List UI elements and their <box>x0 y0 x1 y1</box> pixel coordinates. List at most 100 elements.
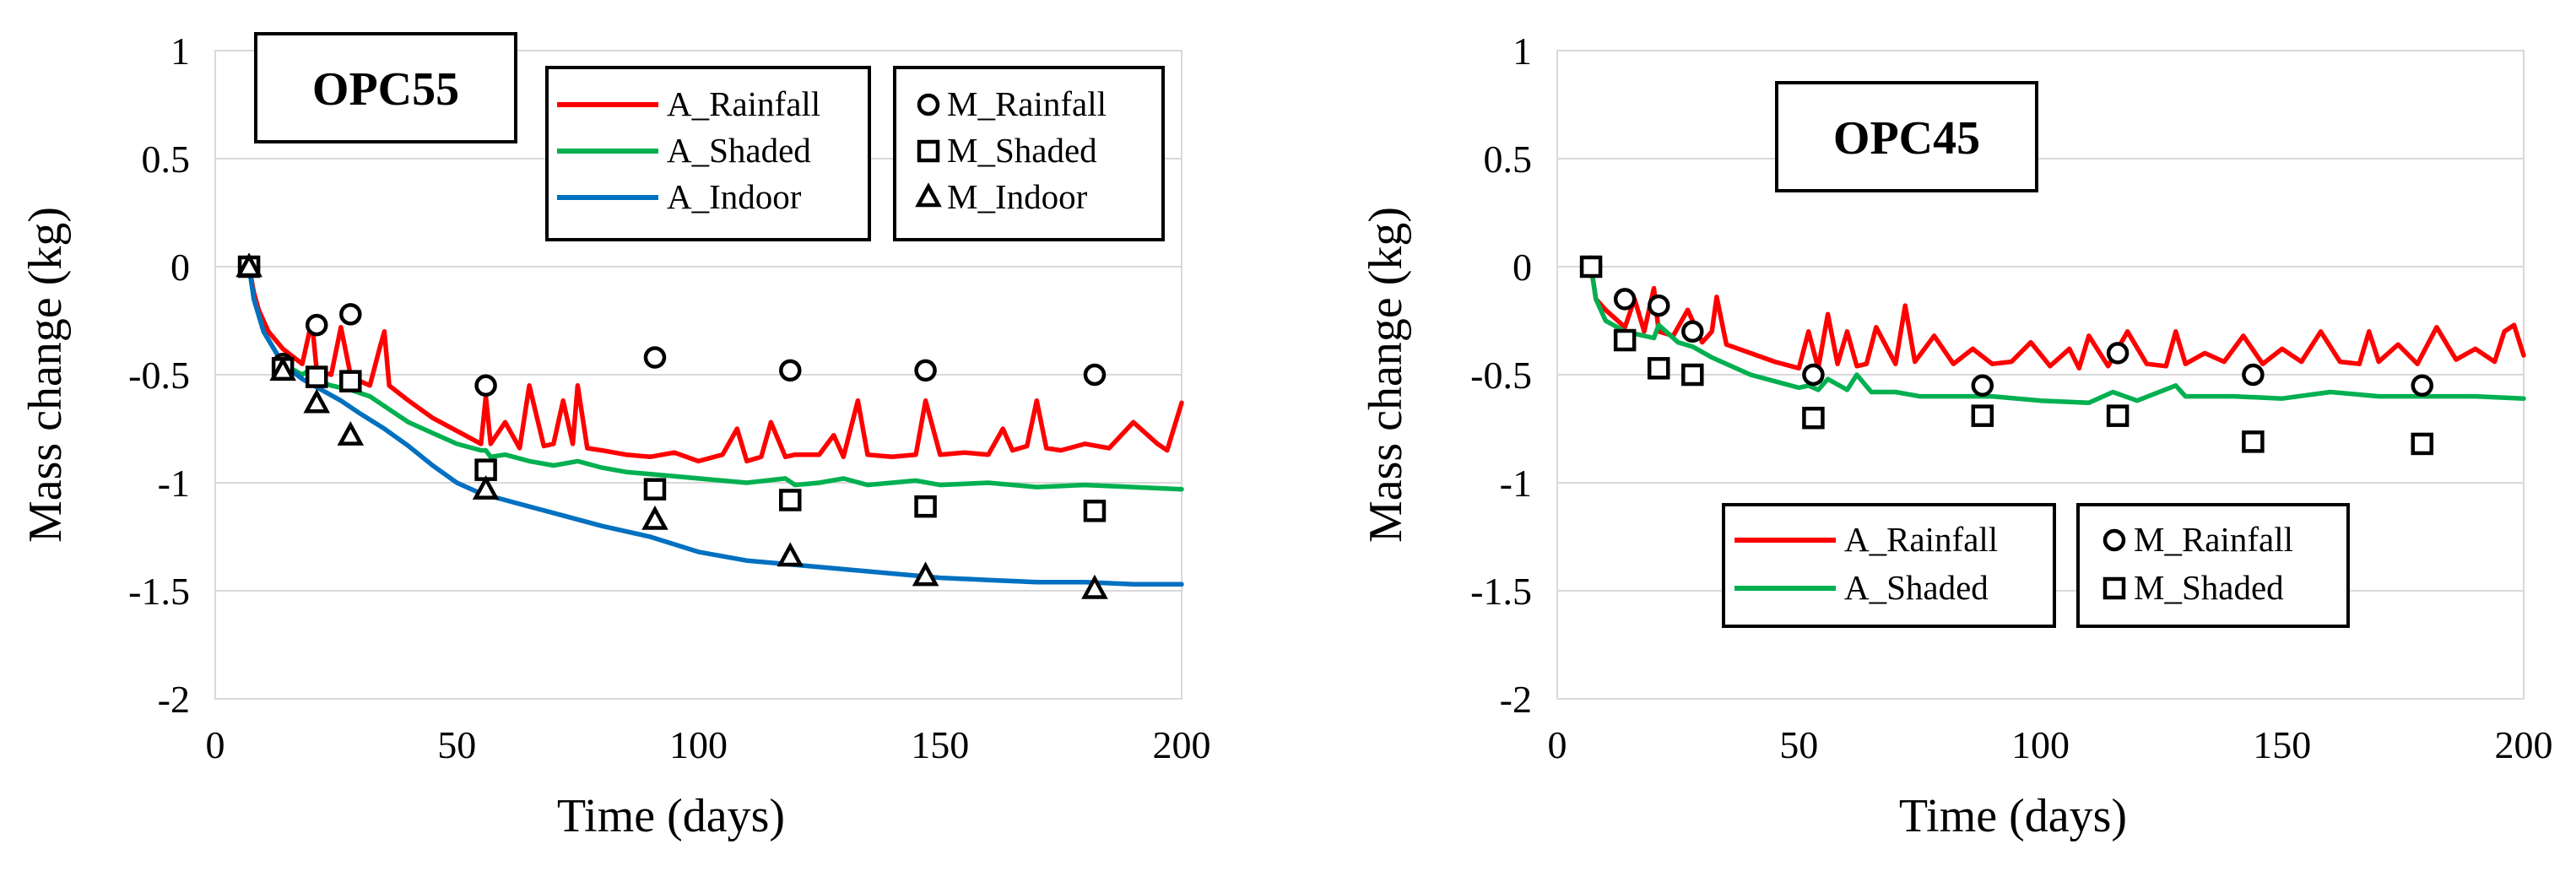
legend-swatch-m-rainfall <box>917 93 940 116</box>
legend-label-a-rainfall: A_Rainfall <box>1844 520 1998 559</box>
legend-label-m-rainfall: M_Rainfall <box>947 84 1107 123</box>
y-tick-label: -1.5 <box>1470 570 1532 613</box>
legend-label-m-shaded: M_Shaded <box>947 131 1097 170</box>
marker-m-indoor <box>912 561 939 587</box>
legend-frame <box>1722 503 2056 628</box>
legend-swatch-m-shaded <box>2102 576 2126 600</box>
marker-m-indoor <box>303 388 331 414</box>
series-line-a-shaded <box>1588 264 2526 406</box>
legend-label-a-indoor: A_Indoor <box>667 177 802 216</box>
y-tick-label: 0 <box>170 246 190 289</box>
marker-m-rainfall <box>1681 320 1704 344</box>
y-tick-label: -0.5 <box>1470 354 1532 397</box>
marker-m-indoor <box>777 542 804 567</box>
legend-markers: M_Rainfall M_Shaded <box>2076 503 2350 628</box>
marker-m-rainfall <box>2411 374 2434 398</box>
plot-area-frame <box>1556 50 2525 700</box>
marker-m-rainfall <box>339 303 362 326</box>
marker-m-shaded <box>1083 500 1107 522</box>
y-tick-label: 0 <box>1513 246 1532 289</box>
marker-m-shaded <box>1802 406 1825 430</box>
x-tick-label: 50 <box>1779 723 1818 766</box>
marker-m-shaded <box>2411 432 2434 456</box>
data-lines <box>1588 264 2526 406</box>
title-frame <box>254 32 517 143</box>
series-line-a-rainfall <box>1588 264 2526 371</box>
legend-label-m-rainfall: M_Rainfall <box>2134 520 2293 559</box>
marker-m-rainfall <box>1613 288 1637 311</box>
marker-m-indoor <box>235 252 262 278</box>
legend-lines: A_Rainfall A_Shaded <box>1722 503 2056 628</box>
y-tick-labels: 1 0.5 0 -0.5 -1 -1.5 -2 <box>128 30 190 721</box>
y-tick-labels: 1 0.5 0 -0.5 -1 -1.5 -2 <box>1470 30 1532 721</box>
marker-m-indoor <box>1081 574 1108 599</box>
marker-m-shaded <box>779 489 802 511</box>
title-box: OPC55 <box>254 32 517 143</box>
y-tick-label: 0.5 <box>1484 138 1533 181</box>
data-markers <box>1579 255 2434 456</box>
title-box: OPC45 <box>1775 81 2038 192</box>
marker-m-rainfall <box>2106 342 2130 365</box>
legend-label-m-shaded: M_Shaded <box>2134 568 2284 607</box>
marker-m-rainfall <box>643 346 667 369</box>
x-tick-labels: 0 50 100 150 200 <box>206 723 1211 766</box>
marker-m-rainfall <box>914 359 937 382</box>
marker-m-shaded <box>339 370 362 392</box>
marker-m-shaded <box>1971 404 1994 427</box>
legend-label-m-indoor: M_Indoor <box>947 177 1088 216</box>
y-tick-label: -1.5 <box>128 570 190 613</box>
chart-title: OPC55 <box>312 63 459 116</box>
y-tick-label: 0.5 <box>142 138 191 181</box>
marker-m-indoor <box>472 474 500 500</box>
x-tick-label: 150 <box>2253 723 2311 766</box>
legend-swatch-m-indoor <box>915 182 942 208</box>
legend-markers: M_Rainfall M_Shaded M_Indoor <box>893 66 1165 241</box>
legend-frame <box>2076 503 2350 628</box>
marker-m-rainfall <box>1647 294 1670 317</box>
chart-opc55: 1 0.5 0 -0.5 -1 -1.5 -2 0 50 100 150 200 Mass chan… <box>19 30 1211 842</box>
marker-m-shaded <box>1647 357 1670 380</box>
marker-m-rainfall <box>1083 363 1107 387</box>
y-tick-label: 1 <box>170 30 190 73</box>
marker-m-rainfall <box>2242 363 2265 387</box>
plot-area-frame <box>214 50 1182 700</box>
x-tick-label: 0 <box>1548 723 1567 766</box>
marker-m-shaded <box>1579 255 1603 279</box>
marker-m-shaded <box>1613 328 1637 352</box>
marker-m-shaded <box>2106 404 2130 427</box>
legend-label-a-rainfall: A_Rainfall <box>667 84 820 123</box>
chart-title: OPC45 <box>1833 112 1980 165</box>
legend-swatch-m-rainfall <box>2102 528 2126 552</box>
y-tick-label: -1 <box>1500 462 1532 505</box>
y-tick-label: -2 <box>158 678 190 721</box>
y-tick-label: -1 <box>158 462 190 505</box>
marker-m-rainfall <box>305 313 328 337</box>
marker-m-shaded <box>643 478 667 500</box>
y-axis-label: Mass change (kg) <box>19 207 72 543</box>
y-tick-label: 1 <box>1513 30 1532 73</box>
marker-m-indoor <box>269 356 296 381</box>
legend-label-a-shaded: A_Shaded <box>1844 568 1989 607</box>
x-axis-label: Time (days) <box>1899 790 2127 842</box>
marker-m-indoor <box>641 505 668 530</box>
marker-m-shaded <box>2242 430 2265 453</box>
y-tick-label: -2 <box>1500 678 1532 721</box>
x-tick-label: 200 <box>2495 723 2553 766</box>
x-tick-label: 200 <box>1153 723 1211 766</box>
legend-lines: A_Rainfall A_Shaded A_Indoor <box>545 66 871 241</box>
x-tick-label: 150 <box>911 723 969 766</box>
x-tick-label: 0 <box>206 723 225 766</box>
x-axis-label: Time (days) <box>557 790 785 842</box>
x-tick-label: 50 <box>437 723 476 766</box>
marker-m-shaded <box>914 495 937 518</box>
y-tick-label: -0.5 <box>128 354 190 397</box>
data-markers <box>235 252 1108 599</box>
marker-m-shaded <box>1681 363 1704 387</box>
x-tick-label: 100 <box>669 723 728 766</box>
y-axis-label: Mass change (kg) <box>1360 207 1412 543</box>
x-tick-labels: 0 50 100 150 200 <box>1548 723 2553 766</box>
marker-m-rainfall <box>1971 374 1994 398</box>
marker-m-rainfall <box>779 359 802 382</box>
title-frame <box>1775 81 2038 192</box>
